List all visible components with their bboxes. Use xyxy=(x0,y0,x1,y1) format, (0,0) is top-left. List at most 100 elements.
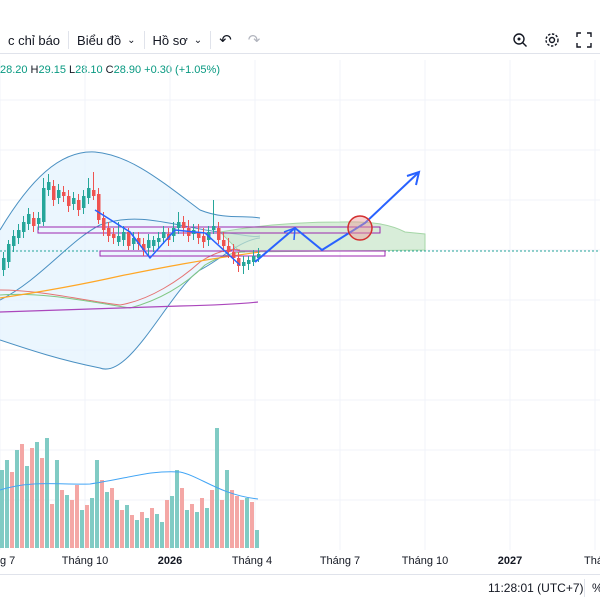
volume-bar xyxy=(185,510,189,548)
candle-body xyxy=(217,228,221,240)
candle-body xyxy=(102,218,106,230)
candle-body xyxy=(117,236,121,242)
top-header-bar xyxy=(0,0,600,28)
volume-bar xyxy=(0,470,4,548)
candle-body xyxy=(37,218,41,224)
time-axis-label: Tháng 10 xyxy=(62,555,108,567)
candle-body xyxy=(22,222,26,232)
volume-bar xyxy=(10,472,14,548)
candle-body xyxy=(197,232,201,238)
candle-body xyxy=(177,222,181,228)
volume-bar xyxy=(210,490,214,548)
volume-bar xyxy=(225,470,229,548)
settings-button[interactable] xyxy=(536,27,568,53)
volume-bar xyxy=(145,518,149,548)
candle-body xyxy=(212,226,216,230)
projection-arrowhead xyxy=(406,170,421,186)
ohlc-high-prefix: H xyxy=(30,64,39,76)
fullscreen-button[interactable] xyxy=(568,27,600,53)
volume-bar xyxy=(30,448,34,548)
toolbar-divider xyxy=(210,31,212,49)
moving-average-orange xyxy=(0,251,261,299)
profile-dropdown[interactable]: Hồ sơ ⌄ xyxy=(145,27,211,53)
projection-path-historical[interactable] xyxy=(94,209,241,266)
candle-body xyxy=(237,258,241,266)
volume-bar xyxy=(190,504,194,548)
chevron-down-icon: ⌄ xyxy=(127,34,136,46)
redo-button[interactable]: ↷ xyxy=(240,27,269,53)
ohlc-close: 28.90 xyxy=(113,64,142,76)
candle-body xyxy=(122,232,126,240)
chart-toolbar: c chỉ báo Biểu đồ ⌄ Hồ sơ ⌄ ↶ ↷ xyxy=(0,27,600,54)
indicators-button[interactable]: c chỉ báo xyxy=(0,27,68,53)
candle-body xyxy=(72,198,76,204)
status-bar: 11:28:01 (UTC+7) % xyxy=(0,574,600,601)
bollinger-band-fill xyxy=(0,151,260,370)
candle-body xyxy=(92,190,96,196)
chart-type-label: Biểu đồ xyxy=(77,32,122,48)
volume-bar xyxy=(165,500,169,548)
candle-body xyxy=(162,232,166,238)
candle-body xyxy=(227,246,231,252)
ohlc-change: +0.30 (+1.05%) xyxy=(144,64,220,76)
candle-body xyxy=(52,186,56,200)
price-chart[interactable]: g 7 Tháng 10 2026 Tháng 4 Tháng 7 Tháng … xyxy=(0,60,600,574)
time-axis-label: 2027 xyxy=(498,555,522,567)
candle-body xyxy=(127,232,131,246)
ichimoku-red-span xyxy=(0,249,241,306)
volume-moving-average xyxy=(0,471,259,500)
zoom-button[interactable] xyxy=(504,27,536,53)
bollinger-lower-band xyxy=(0,237,261,370)
volume-bar xyxy=(40,458,44,548)
ichimoku-green-span xyxy=(0,251,246,309)
volume-bar xyxy=(80,510,84,548)
volume-bar xyxy=(155,514,159,548)
candle-body xyxy=(67,196,71,206)
candle-body xyxy=(247,260,251,264)
volume-bar xyxy=(245,498,249,548)
volume-bar xyxy=(55,460,59,548)
volume-bar xyxy=(15,450,19,548)
ohlc-close-prefix: C xyxy=(105,64,114,76)
ohlc-low-prefix: L xyxy=(69,64,76,76)
candle-body xyxy=(147,240,151,248)
candle-body xyxy=(202,236,206,242)
volume-bar xyxy=(160,522,164,548)
fullscreen-icon xyxy=(576,32,592,48)
volume-bar xyxy=(60,490,64,548)
volume-bar xyxy=(70,500,74,548)
candle-body xyxy=(252,256,256,262)
volume-bar xyxy=(220,500,224,548)
volume-bar xyxy=(90,498,94,548)
ohlc-low: 28.10 xyxy=(75,64,103,76)
projection-arrowhead xyxy=(283,226,296,241)
time-axis-label: g 7 xyxy=(0,555,15,567)
time-axis-label: Tháng 10 xyxy=(402,555,448,567)
target-circle[interactable] xyxy=(347,215,373,241)
volume-bars xyxy=(0,428,259,548)
volume-bar xyxy=(250,502,254,548)
candle-body xyxy=(12,236,16,246)
bollinger-upper-band xyxy=(0,151,261,231)
percent-toggle[interactable]: % xyxy=(592,581,600,595)
volume-bar xyxy=(255,530,259,548)
time-axis-label: Tháng 4 xyxy=(232,555,272,567)
ichimoku-cloud xyxy=(218,221,426,253)
projection-path-forecast[interactable] xyxy=(254,172,419,263)
chart-type-dropdown[interactable]: Biểu đồ ⌄ xyxy=(69,27,143,53)
volume-bar xyxy=(105,492,109,548)
candle-body xyxy=(42,188,46,222)
candle-body xyxy=(62,192,66,196)
volume-bar xyxy=(110,488,114,548)
volume-bar xyxy=(200,498,204,548)
volume-bar xyxy=(115,500,119,548)
volume-bar xyxy=(170,496,174,548)
support-zone[interactable] xyxy=(99,250,386,257)
candle-body xyxy=(137,238,141,244)
chevron-down-icon: ⌄ xyxy=(193,34,203,46)
undo-button[interactable]: ↶ xyxy=(211,27,240,53)
clock-display[interactable]: 11:28:01 (UTC+7) xyxy=(488,581,584,595)
time-axis-label: 2026 xyxy=(158,555,182,567)
candle-body xyxy=(132,238,136,244)
volume-bar xyxy=(175,470,179,548)
